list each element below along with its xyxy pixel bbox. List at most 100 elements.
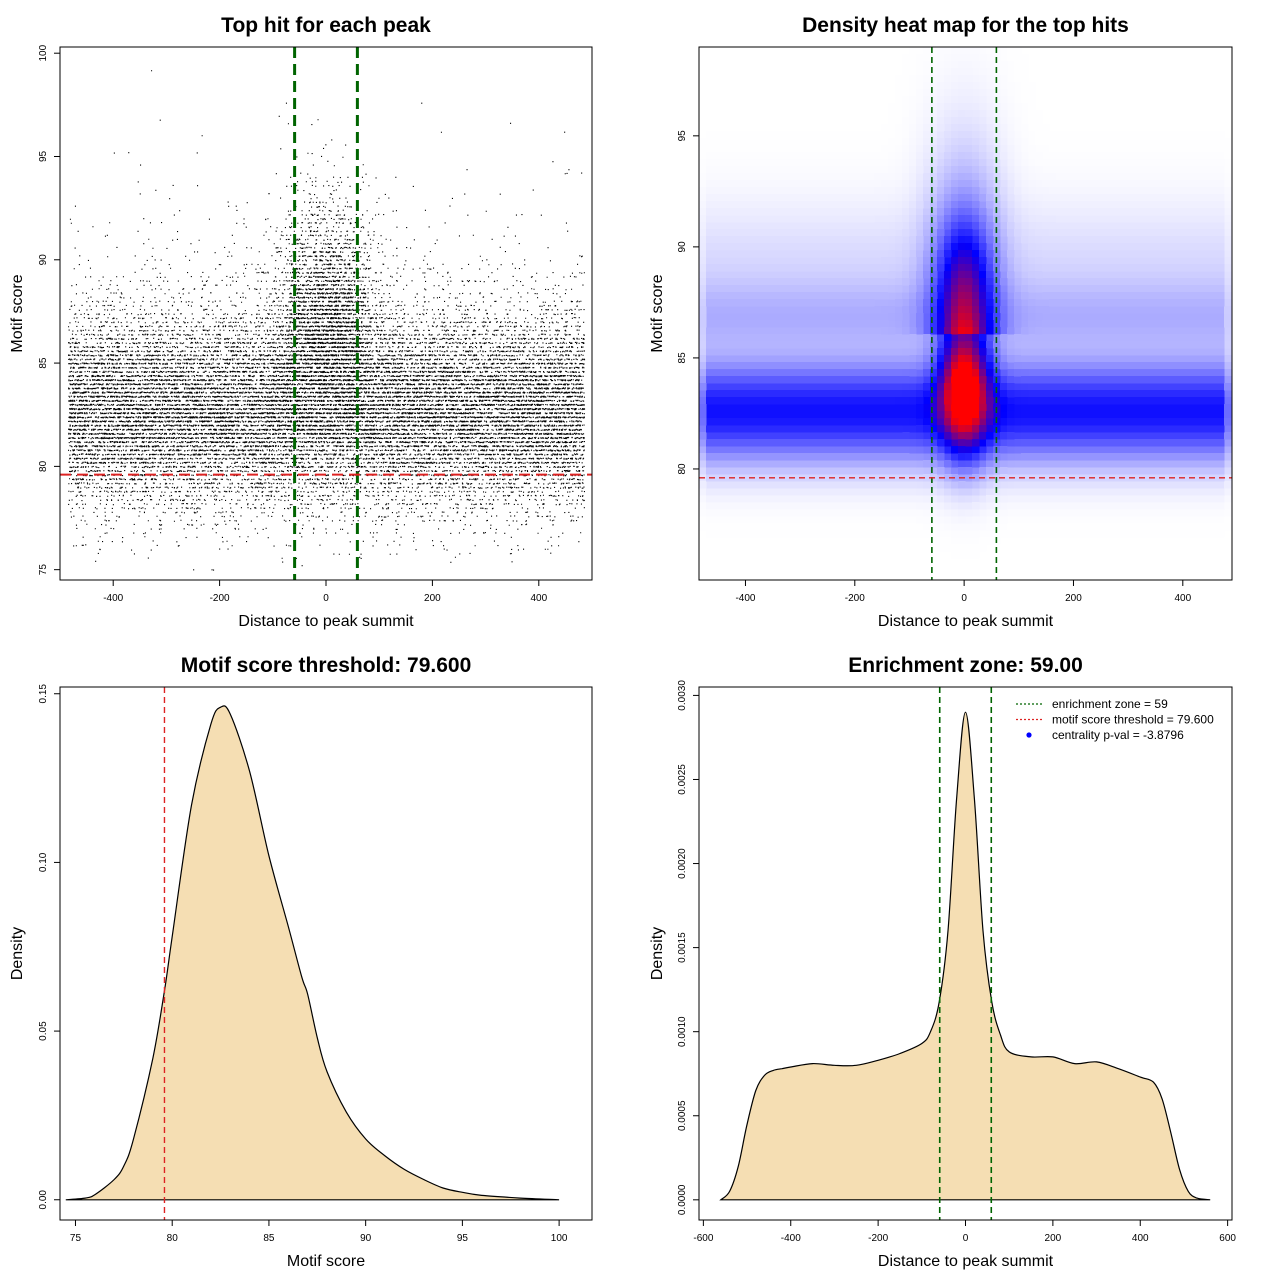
x-tick-label: 400 — [1174, 593, 1191, 604]
heatmap-cells — [699, 47, 1232, 580]
heatmap-cell-group — [951, 362, 980, 426]
heatmap-cell-group — [944, 278, 959, 321]
heatmap-cell-group — [979, 299, 987, 307]
heatmap-cell-group — [958, 320, 966, 328]
heatmap-cell-group — [944, 348, 952, 356]
x-tick-label: 200 — [424, 593, 441, 604]
y-tick-label: 0.0015 — [677, 932, 688, 963]
heatmap-cell-group — [986, 341, 994, 349]
heatmap-cell-group — [979, 292, 1015, 461]
heatmap-cell-group — [916, 313, 931, 370]
heatmap-cell-group — [979, 327, 987, 335]
heatmap-cell-group — [951, 418, 959, 426]
x-tick-label: 400 — [1132, 1233, 1149, 1244]
heatmap-cell-group — [937, 313, 945, 321]
heatmap-cell-group — [888, 285, 1015, 475]
heatmap-cell-group — [965, 306, 973, 314]
heatmap-cell-group — [965, 257, 973, 265]
y-axis-label: Motif score — [9, 274, 26, 352]
heatmap-cell-group — [1000, 432, 1008, 440]
y-tick-label: 80 — [677, 463, 688, 475]
heatmap-cell-group — [979, 376, 987, 384]
heatmap-cell-group — [916, 439, 924, 447]
chart-panel-4: Enrichment zone: 59.00 Distance to peak s… — [649, 654, 1236, 1270]
heatmap-cell-group — [944, 327, 952, 335]
heatmap-cell-group — [930, 432, 945, 447]
heatmap-cell-group — [937, 348, 980, 412]
heatmap-cell-group — [986, 362, 994, 370]
heatmap-cell-group — [979, 348, 987, 356]
heatmap-cell-group — [979, 166, 1022, 265]
legend-entry-label: motif score threshold = 79.600 — [1052, 713, 1214, 727]
heatmap-cell-group — [986, 229, 994, 237]
y-tick-label: 90 — [38, 254, 49, 266]
heatmap-cell-group — [706, 292, 1225, 349]
heatmap-cell-group — [958, 201, 966, 209]
heatmap-cell-group — [944, 292, 952, 300]
x-tick-label: 85 — [263, 1233, 275, 1244]
heatmap-cell-group — [972, 418, 980, 426]
heatmap-cell-group — [951, 320, 959, 328]
heatmap-cell-group — [972, 334, 980, 342]
heatmap-cell-group — [986, 397, 994, 412]
y-tick-label: 0.00 — [38, 1190, 49, 1210]
legend-entry-label: centrality p-val = -3.8796 — [1052, 728, 1184, 742]
heatmap-cell-group — [944, 271, 952, 279]
heatmap-cell-group — [965, 313, 973, 321]
heatmap-cell-group — [986, 327, 994, 335]
x-tick-label: 400 — [530, 593, 547, 604]
heatmap-cell-group — [986, 306, 1015, 426]
x-tick-label: 0 — [961, 593, 967, 604]
heatmap-cell-group — [965, 278, 973, 286]
heatmap-cell-group — [699, 187, 1232, 468]
heatmap-cell-group — [958, 327, 966, 335]
heatmap-cell-group — [951, 306, 959, 314]
heatmap-cell-group — [951, 292, 959, 300]
heatmap-cell-group — [958, 439, 966, 447]
heatmap-cell-group — [958, 250, 966, 258]
x-tick-label: -400 — [103, 593, 123, 604]
x-tick-label: 75 — [70, 1233, 82, 1244]
heatmap-cell-group — [979, 292, 987, 300]
x-tick-label: -600 — [693, 1233, 713, 1244]
heatmap-cell-group — [930, 306, 994, 356]
plot-border — [59, 686, 593, 1221]
heatmap-cell-group — [706, 397, 1225, 426]
density-area — [720, 712, 1211, 1200]
heatmap-cell-group — [923, 383, 938, 412]
heatmap-cell-group — [951, 201, 959, 209]
y-axis-label: Density — [649, 927, 666, 980]
x-tick-label: 0 — [963, 1233, 969, 1244]
heatmap-cell-group — [937, 397, 945, 405]
heatmap-cell-group — [1000, 383, 1008, 391]
heatmap-cell-group — [965, 411, 994, 447]
heatmap-cell-group — [958, 453, 966, 461]
heatmap-cell-group — [965, 285, 973, 293]
y-tick-label: 85 — [38, 357, 49, 369]
heatmap-cell-group — [944, 348, 973, 384]
heatmap-cell-group — [944, 341, 952, 349]
heatmap-cell-group — [958, 425, 966, 433]
scatter-point-cloud — [68, 70, 586, 571]
y-tick-label: 0.0020 — [677, 848, 688, 879]
heatmap-cell-group — [965, 432, 973, 440]
heatmap-cell-group — [958, 278, 966, 286]
heatmap-cell-group — [937, 243, 959, 300]
heatmap-cell-group — [923, 425, 931, 433]
y-tick-label: 80 — [38, 460, 49, 472]
heatmap-cell-group — [979, 397, 987, 405]
heatmap-cell-group — [965, 292, 973, 300]
heatmap-cell-group — [979, 411, 987, 419]
heatmap-cell-group — [951, 215, 959, 223]
heatmap-cell-group — [958, 292, 980, 328]
x-tick-label: -400 — [781, 1233, 801, 1244]
heatmap-cell-group — [944, 383, 952, 391]
heatmap-cell-group — [699, 138, 1232, 503]
heatmap-cell-group — [979, 404, 987, 412]
heatmap-cell-group — [979, 320, 987, 328]
heatmap-cell-group — [951, 208, 959, 216]
heatmap-cell-group — [944, 397, 952, 405]
heatmap-cell-group — [706, 187, 1225, 251]
heatmap-cell-group — [993, 453, 1001, 461]
heatmap-cell-group — [1007, 418, 1015, 426]
